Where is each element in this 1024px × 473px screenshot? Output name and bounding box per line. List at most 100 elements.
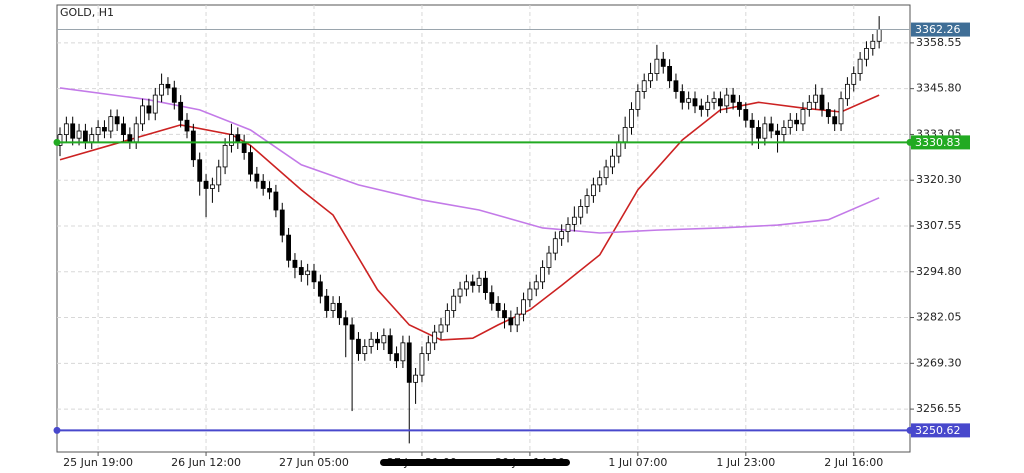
candle-body (425, 342, 431, 355)
candle-body (197, 159, 203, 182)
y-tick-label: 3294.80 (916, 265, 962, 278)
candle-body (749, 119, 755, 128)
candle-body (89, 134, 95, 143)
candle-body (641, 80, 647, 92)
candle-body (603, 166, 609, 179)
candle-body (698, 105, 704, 110)
candle-body (489, 292, 495, 304)
candle-body (432, 331, 438, 344)
candle-body (76, 130, 82, 139)
candle-body (209, 184, 215, 189)
candle-body (679, 91, 685, 103)
y-tick-label: 3320.30 (916, 173, 962, 186)
candle-body (133, 123, 139, 143)
candle-body (730, 94, 736, 103)
candle-body (762, 123, 768, 139)
candle-body (152, 94, 158, 114)
candle-body (584, 195, 590, 207)
candle-body (540, 267, 545, 283)
candle-body (254, 173, 260, 182)
candle-body (102, 127, 107, 132)
candle-body (711, 98, 717, 103)
candle-body (235, 134, 241, 143)
level-label: 3362.26 (915, 23, 961, 36)
candle-body (845, 83, 850, 100)
candle-body (794, 119, 799, 125)
candle-body (171, 87, 177, 103)
candle-body (114, 116, 120, 125)
candle-body (108, 116, 114, 132)
candle-body (463, 281, 469, 290)
candle-body (444, 310, 450, 326)
candle-body (165, 83, 171, 89)
candle-body (260, 180, 266, 189)
candle-body (527, 288, 533, 301)
candle-body (667, 65, 672, 82)
candle-body (825, 109, 831, 118)
candle-body (248, 152, 253, 175)
candle-body (571, 216, 577, 225)
candle-body (521, 299, 526, 315)
candle-body (159, 83, 165, 96)
candle-body (267, 188, 272, 193)
candle-body (381, 335, 387, 344)
candle-body (273, 191, 279, 211)
candle-body (63, 123, 69, 136)
candle-body (362, 346, 368, 355)
candle-body (756, 127, 761, 139)
y-tick-label: 3307.55 (916, 219, 962, 232)
candle-body (413, 374, 419, 383)
candle-body (800, 109, 806, 125)
candle-body (470, 281, 476, 286)
candle-body (819, 94, 825, 110)
candle-body (648, 73, 653, 82)
level-handle (53, 138, 61, 146)
candle-body (146, 105, 152, 114)
candle-body (140, 105, 145, 125)
candle-body (876, 29, 882, 42)
candle-body (660, 58, 666, 67)
candle-body (851, 73, 857, 85)
candle-body (724, 94, 730, 107)
candle-body (451, 295, 457, 311)
candle-body (356, 338, 361, 355)
candle-body (832, 116, 838, 125)
level-handle (53, 426, 61, 434)
candle-body (406, 342, 412, 383)
candle-body (121, 123, 126, 136)
candle-body (673, 80, 679, 92)
scroll-indicator (380, 459, 570, 466)
candle-body (692, 98, 698, 107)
candle-body (336, 302, 342, 319)
level-label-box (911, 22, 970, 37)
x-tick-label: 26 Jun 12:00 (171, 456, 241, 469)
candle-body (781, 127, 787, 136)
candle-body (775, 130, 780, 136)
candle-body (813, 94, 819, 103)
candle-body (387, 335, 393, 355)
candle-body (292, 259, 298, 268)
candle-body (400, 342, 406, 362)
candle-body (864, 48, 869, 60)
candle-body (718, 98, 723, 107)
candle-body (184, 119, 190, 132)
candle-body (279, 209, 285, 236)
candle-body (190, 130, 196, 161)
candle-body (286, 234, 292, 261)
y-tick-label: 3345.80 (916, 82, 962, 95)
plot-frame (56, 4, 911, 453)
candle-body (654, 58, 660, 74)
chart-title: GOLD, H1 (60, 6, 114, 19)
candle-body (857, 58, 863, 74)
candle-body (438, 324, 444, 333)
level-label-box (911, 423, 970, 438)
candle-body (552, 238, 558, 254)
candle-body (222, 144, 228, 168)
y-tick-label: 3269.30 (916, 356, 962, 369)
x-tick-label: 2 Jul 16:00 (824, 456, 883, 469)
candle-body (686, 98, 692, 103)
candle-body (622, 127, 628, 143)
candle-body (514, 313, 520, 326)
candle-body (311, 270, 317, 283)
